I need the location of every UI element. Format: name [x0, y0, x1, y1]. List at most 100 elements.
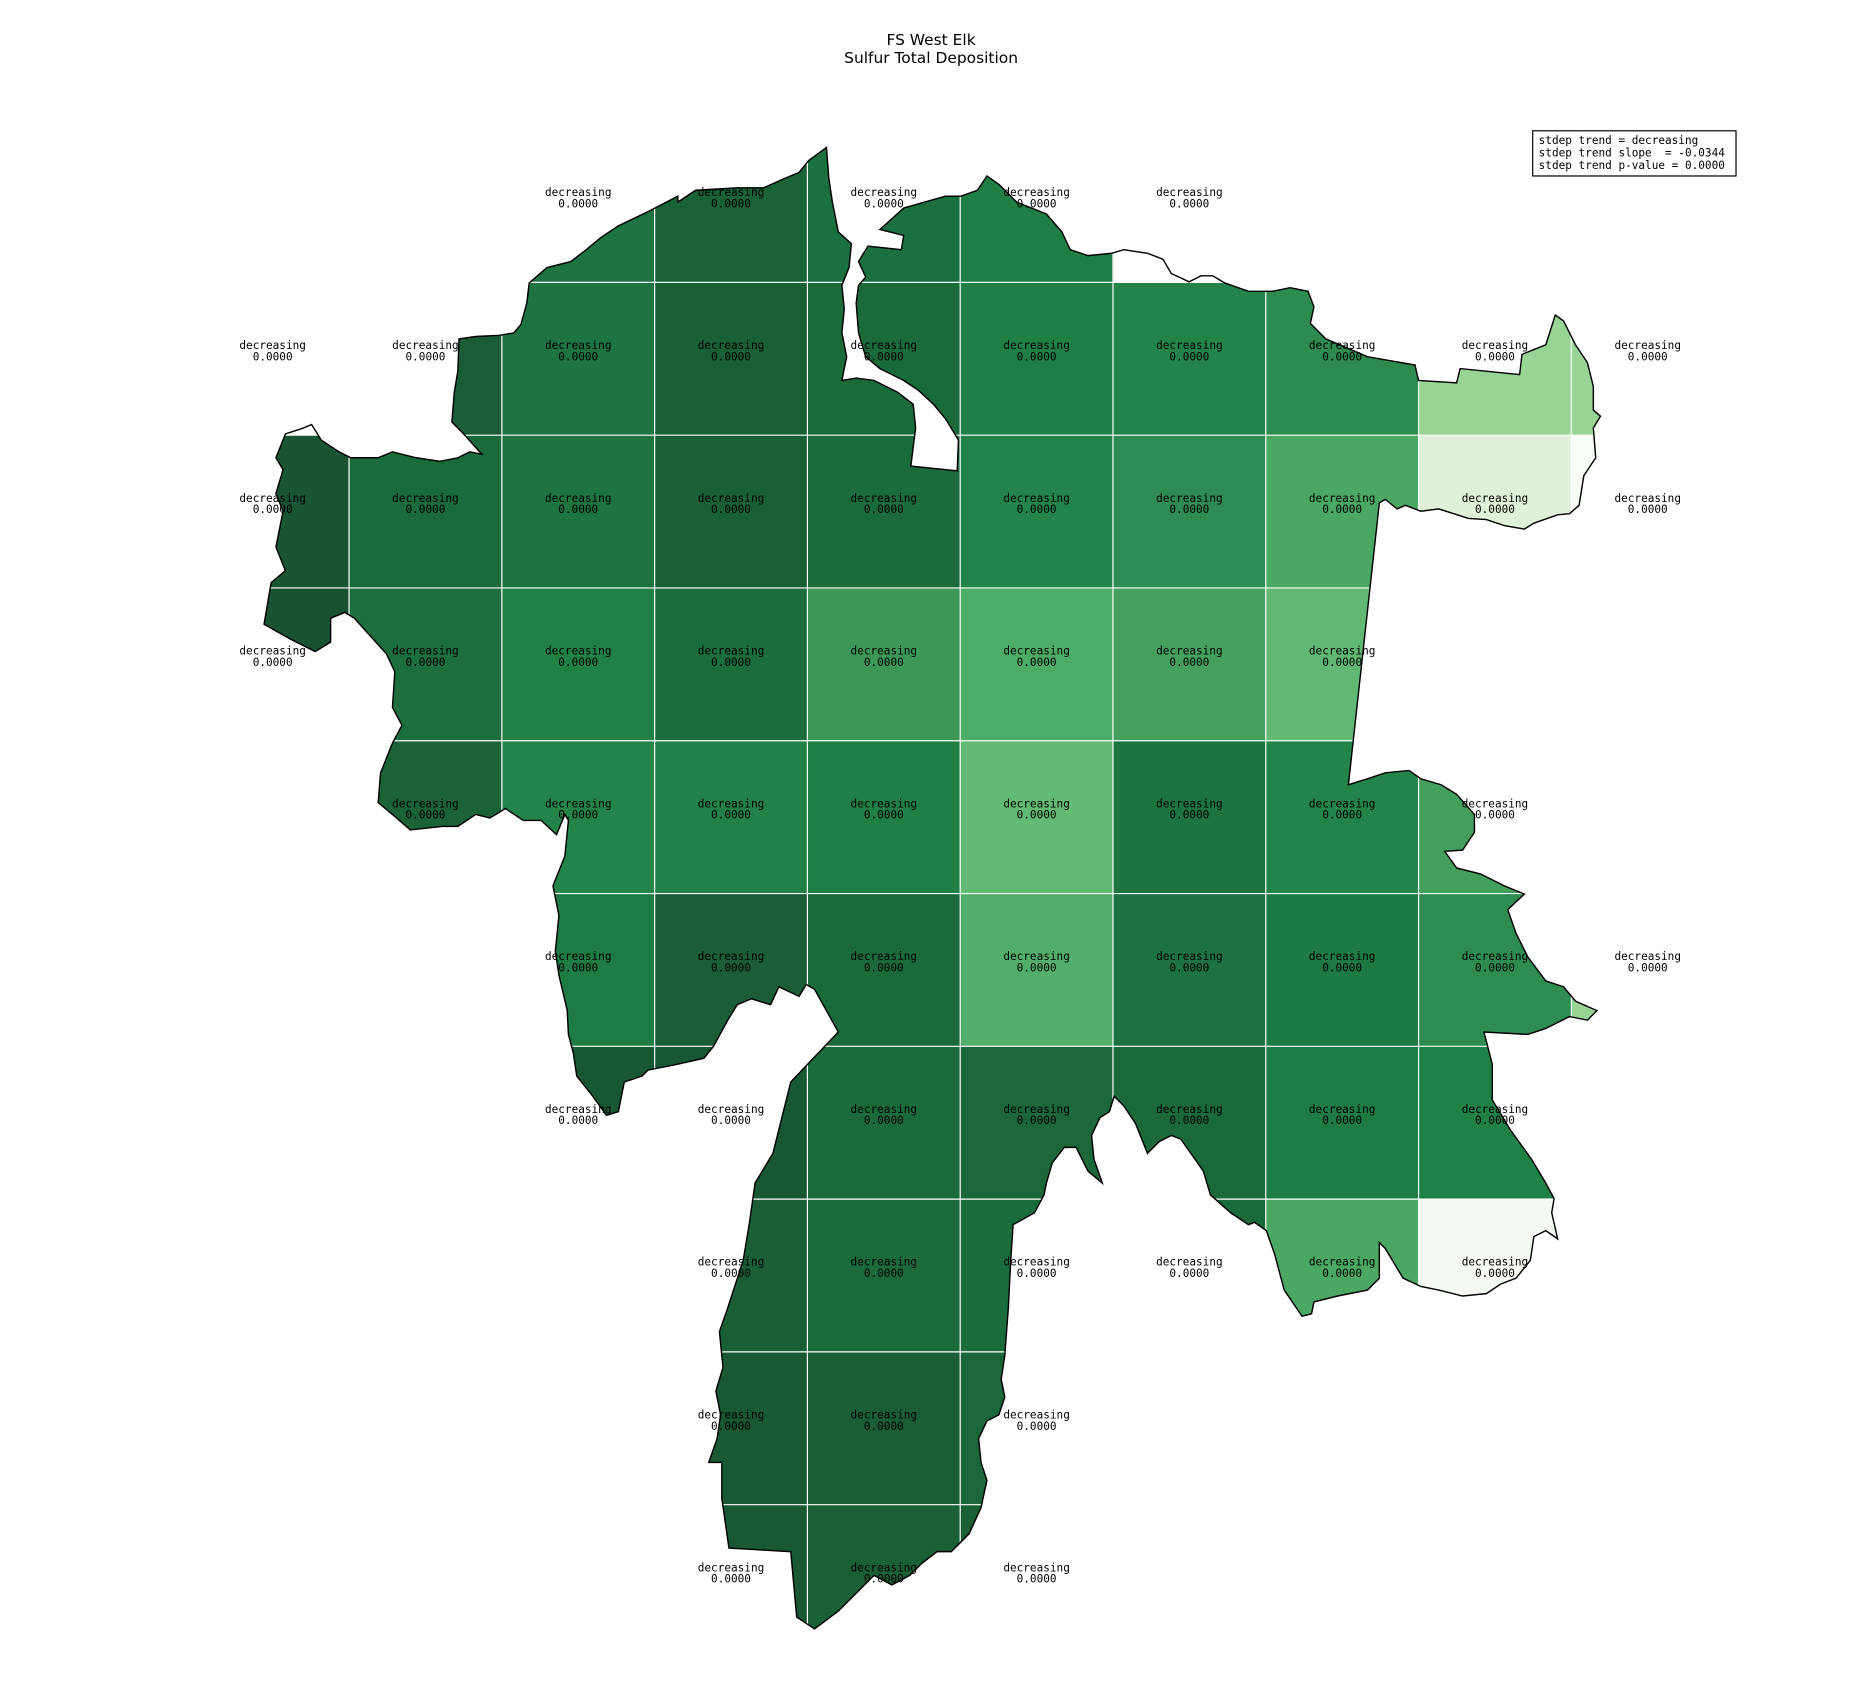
- cell-trend-label: decreasing: [1156, 797, 1223, 810]
- cell-trend-label: decreasing: [1003, 1256, 1070, 1269]
- cell-pvalue-label: 0.0000: [558, 656, 598, 669]
- grid-cell: [807, 740, 961, 895]
- cell-pvalue-label: 0.0000: [558, 350, 598, 363]
- cell-pvalue-label: 0.0000: [405, 503, 445, 516]
- cell-trend-label: decreasing: [851, 1561, 918, 1574]
- cell-pvalue-label: 0.0000: [711, 809, 751, 822]
- cell-pvalue-label: 0.0000: [1475, 503, 1515, 516]
- cell-pvalue-label: 0.0000: [558, 809, 598, 822]
- cell-pvalue-label: 0.0000: [558, 503, 598, 516]
- cell-trend-label: decreasing: [851, 1103, 918, 1116]
- grid-cell: [807, 587, 961, 742]
- grid-cell: [960, 435, 1114, 589]
- cell-pvalue-label: 0.0000: [711, 656, 751, 669]
- cell-pvalue-label: 0.0000: [711, 961, 751, 974]
- grid-cell: [1265, 1046, 1420, 1200]
- cell-trend-label: decreasing: [1003, 492, 1070, 505]
- cell-pvalue-label: 0.0000: [558, 1114, 598, 1127]
- cell-pvalue-label: 0.0000: [1017, 1267, 1057, 1280]
- grid-cell: [501, 282, 656, 436]
- cell-pvalue-label: 0.0000: [711, 1114, 751, 1127]
- cell-pvalue-label: 0.0000: [711, 1267, 751, 1280]
- cell-trend-label: decreasing: [1156, 1256, 1223, 1269]
- cell-pvalue-label: 0.0000: [1017, 197, 1057, 210]
- cell-trend-label: decreasing: [1309, 950, 1376, 963]
- cell-trend-label: decreasing: [1003, 339, 1070, 352]
- cell-pvalue-label: 0.0000: [405, 656, 445, 669]
- grid-cell: [960, 740, 1114, 895]
- cell-trend-label: decreasing: [698, 797, 765, 810]
- cell-pvalue-label: 0.0000: [864, 1420, 904, 1433]
- grid-cell: [654, 587, 809, 742]
- grid-cell: [807, 1199, 961, 1353]
- grid-cell: [654, 435, 809, 589]
- cell-trend-label: decreasing: [392, 645, 459, 658]
- cell-pvalue-label: 0.0000: [1017, 1114, 1057, 1127]
- cell-trend-label: decreasing: [1003, 186, 1070, 199]
- cell-pvalue-label: 0.0000: [405, 350, 445, 363]
- cell-pvalue-label: 0.0000: [1017, 350, 1057, 363]
- cell-pvalue-label: 0.0000: [1169, 961, 1209, 974]
- cell-trend-label: decreasing: [1614, 950, 1681, 963]
- cell-trend-label: decreasing: [1003, 1103, 1070, 1116]
- cell-pvalue-label: 0.0000: [1322, 350, 1362, 363]
- cell-pvalue-label: 0.0000: [1322, 809, 1362, 822]
- cell-trend-label: decreasing: [1462, 492, 1529, 505]
- cell-trend-label: decreasing: [545, 1103, 612, 1116]
- grid-cell: [1112, 740, 1267, 895]
- cell-pvalue-label: 0.0000: [1017, 961, 1057, 974]
- cell-pvalue-label: 0.0000: [558, 961, 598, 974]
- cell-pvalue-label: 0.0000: [1169, 1267, 1209, 1280]
- cell-pvalue-label: 0.0000: [1628, 961, 1668, 974]
- cell-trend-label: decreasing: [392, 492, 459, 505]
- cell-trend-label: decreasing: [1003, 645, 1070, 658]
- legend-slope: stdep trend slope = -0.0344: [1539, 146, 1726, 159]
- cell-trend-label: decreasing: [1462, 339, 1529, 352]
- cell-pvalue-label: 0.0000: [253, 503, 293, 516]
- cell-pvalue-label: 0.0000: [711, 197, 751, 210]
- grid-cell: [960, 587, 1114, 742]
- cell-trend-label: decreasing: [545, 339, 612, 352]
- cell-pvalue-label: 0.0000: [1017, 809, 1057, 822]
- cell-pvalue-label: 0.0000: [864, 809, 904, 822]
- cell-trend-label: decreasing: [851, 645, 918, 658]
- cell-trend-label: decreasing: [392, 797, 459, 810]
- cell-pvalue-label: 0.0000: [864, 197, 904, 210]
- cell-trend-label: decreasing: [1156, 339, 1223, 352]
- cell-pvalue-label: 0.0000: [253, 350, 293, 363]
- cell-trend-label: decreasing: [698, 492, 765, 505]
- cell-trend-label: decreasing: [545, 645, 612, 658]
- cell-pvalue-label: 0.0000: [864, 1114, 904, 1127]
- cell-trend-label: decreasing: [1309, 1103, 1376, 1116]
- cell-trend-label: decreasing: [1462, 1256, 1529, 1269]
- legend-trend: stdep trend = decreasing: [1539, 134, 1699, 147]
- cell-pvalue-label: 0.0000: [1475, 350, 1515, 363]
- cell-pvalue-label: 0.0000: [1017, 656, 1057, 669]
- cell-trend-label: decreasing: [698, 645, 765, 658]
- cell-pvalue-label: 0.0000: [864, 503, 904, 516]
- cell-trend-label: decreasing: [851, 797, 918, 810]
- grid-cell: [1112, 282, 1267, 436]
- cell-trend-label: decreasing: [1156, 492, 1223, 505]
- cell-pvalue-label: 0.0000: [864, 656, 904, 669]
- cell-trend-label: decreasing: [851, 1256, 918, 1269]
- cell-pvalue-label: 0.0000: [1169, 197, 1209, 210]
- grid-cell: [1112, 435, 1267, 589]
- cell-pvalue-label: 0.0000: [711, 1420, 751, 1433]
- legend-box: stdep trend = decreasing stdep trend slo…: [1532, 130, 1737, 177]
- cell-trend-label: decreasing: [1462, 797, 1529, 810]
- cell-trend-label: decreasing: [545, 186, 612, 199]
- grid-cell: [807, 1046, 961, 1200]
- grid-cell: [1112, 587, 1267, 742]
- grid-cell: [501, 435, 656, 589]
- cell-trend-label: decreasing: [1156, 1103, 1223, 1116]
- grid-cell: [654, 740, 809, 895]
- cell-trend-label: decreasing: [1156, 950, 1223, 963]
- cell-trend-label: decreasing: [1156, 645, 1223, 658]
- cell-trend-label: decreasing: [851, 186, 918, 199]
- grid-cell: [960, 893, 1114, 1047]
- cell-pvalue-label: 0.0000: [864, 961, 904, 974]
- grid-cell: [807, 1351, 961, 1506]
